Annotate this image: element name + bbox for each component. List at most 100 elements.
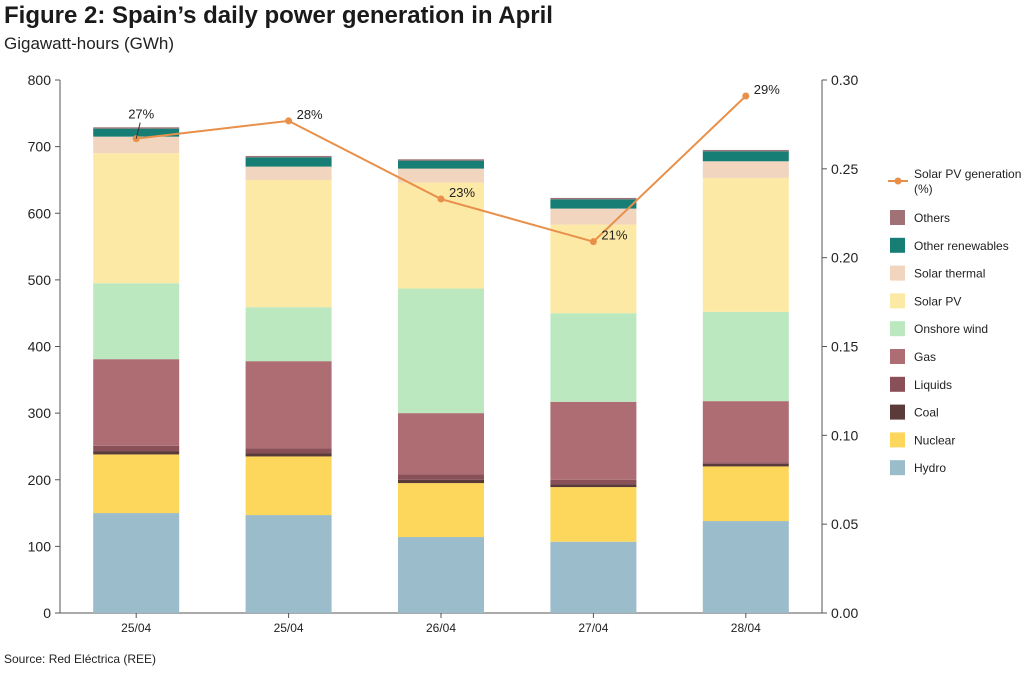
legend-swatch: [890, 349, 905, 364]
solar-pv-share-point: [437, 195, 445, 203]
bar-segment-other-renewables: [702, 151, 789, 162]
bar-segment-nuclear: [93, 454, 180, 514]
bar-segment-solar-thermal: [398, 168, 484, 183]
chart-title: Figure 2: Spain’s daily power generation…: [4, 2, 553, 29]
bar-segment-gas: [93, 359, 180, 446]
legend-label: Hydro: [914, 461, 946, 475]
legend-swatch: [890, 460, 905, 476]
bar-segment-solar-pv: [93, 153, 180, 284]
bar-segment-hydro: [245, 515, 332, 613]
bar-segment-others: [245, 155, 332, 158]
bar-segment-onshore-wind: [245, 307, 332, 362]
bar-segment-nuclear: [550, 487, 637, 542]
y-tick-label: 700: [28, 139, 52, 155]
bar-segment-solar-thermal: [702, 161, 789, 178]
bar-segment-other-renewables: [398, 160, 484, 169]
data-label: 23%: [449, 185, 475, 200]
bar-segment-solar-pv: [245, 179, 332, 308]
bar-segment-other-renewables: [550, 199, 637, 209]
bar-segment-coal: [398, 479, 484, 484]
x-tick-label: 28/04: [731, 621, 761, 635]
legend-swatch: [890, 237, 905, 253]
bar-segment-solar-thermal: [245, 166, 332, 180]
bar-segment-nuclear: [398, 483, 484, 538]
legend-label: Solar PV generation (%): [914, 167, 1021, 196]
x-tick-label: 25/04: [121, 621, 151, 635]
y-tick-label: 600: [28, 205, 52, 221]
bar-segment-nuclear: [245, 456, 332, 516]
bar-segment-liquids: [550, 479, 637, 485]
y-tick-label: 300: [28, 405, 52, 421]
y2-tick-label: 0.00: [831, 605, 858, 621]
bar-segment-others: [702, 149, 789, 152]
solar-pv-share-point: [285, 117, 293, 125]
legend-label: Onshore wind: [914, 322, 988, 336]
bar-segment-coal: [550, 484, 637, 488]
legend-label: Coal: [914, 406, 939, 420]
legend-swatch: [890, 376, 905, 392]
chart-subtitle: Gigawatt-hours (GWh): [4, 34, 175, 53]
bar-segment-liquids: [93, 445, 180, 452]
y2-tick-label: 0.25: [831, 161, 858, 177]
bar-segment-gas: [702, 401, 789, 463]
y2-tick-label: 0.20: [831, 250, 858, 266]
bar-segment-others: [93, 127, 180, 129]
y-tick-label: 0: [43, 605, 51, 621]
x-tick-label: 27/04: [578, 621, 608, 635]
y-tick-label: 400: [28, 339, 52, 355]
data-label: 27%: [128, 107, 154, 122]
bar-segment-nuclear: [702, 466, 789, 522]
legend-label: Gas: [914, 350, 936, 364]
legend-label: Others: [914, 211, 950, 225]
bar-segment-onshore-wind: [550, 313, 637, 402]
bar-segment-hydro: [702, 521, 789, 613]
bar-segment-hydro: [398, 537, 484, 613]
legend-swatch: [890, 293, 905, 309]
y2-tick-label: 0.30: [831, 72, 858, 88]
bar-segment-liquids: [702, 462, 789, 464]
bar-segment-onshore-wind: [398, 288, 484, 414]
legend-label: Other renewables: [914, 239, 1009, 253]
bar-segment-coal: [245, 453, 332, 457]
x-tick-label: 26/04: [426, 621, 456, 635]
legend-line-marker: [894, 177, 902, 185]
bar-segment-gas: [245, 361, 332, 449]
bar-segment-onshore-wind: [702, 311, 789, 402]
legend-swatch: [890, 404, 905, 420]
bar-segment-hydro: [93, 513, 180, 613]
bar-segment-other-renewables: [245, 157, 332, 167]
legend-swatch: [890, 432, 905, 448]
legend-swatch: [890, 321, 905, 337]
data-label: 21%: [601, 228, 627, 243]
legend-label: Liquids: [914, 378, 952, 392]
solar-pv-share-point: [742, 92, 750, 100]
bar-segment-other-renewables: [93, 128, 180, 137]
y2-tick-label: 0.05: [831, 516, 858, 532]
data-label-leader: [135, 122, 141, 139]
y-tick-label: 800: [28, 72, 52, 88]
bar-segment-liquids: [398, 474, 484, 480]
bar-segment-gas: [398, 413, 484, 475]
y-tick-label: 100: [28, 538, 52, 554]
source-note: Source: Red Eléctrica (REE): [4, 652, 157, 666]
data-label: 29%: [754, 82, 780, 97]
bar-segment-others: [398, 159, 484, 161]
bar-segment-solar-thermal: [93, 136, 180, 154]
legend-swatch: [890, 265, 905, 281]
y2-tick-label: 0.15: [831, 339, 858, 355]
bar-segment-coal: [702, 463, 789, 467]
bar-segment-onshore-wind: [93, 283, 180, 360]
bar-segment-solar-thermal: [550, 208, 637, 225]
legend-label: Nuclear: [914, 433, 955, 447]
bar-segment-coal: [93, 451, 180, 455]
bar-segment-gas: [550, 401, 637, 480]
bar-segment-liquids: [245, 448, 332, 454]
x-tick-label: 25/04: [274, 621, 304, 635]
legend-label: Solar thermal: [914, 267, 985, 281]
legend-swatch: [890, 210, 905, 225]
bar-segment-solar-pv: [702, 177, 789, 312]
y2-tick-label: 0.10: [831, 427, 858, 443]
y-tick-label: 500: [28, 272, 52, 288]
bar-segment-hydro: [550, 541, 637, 613]
